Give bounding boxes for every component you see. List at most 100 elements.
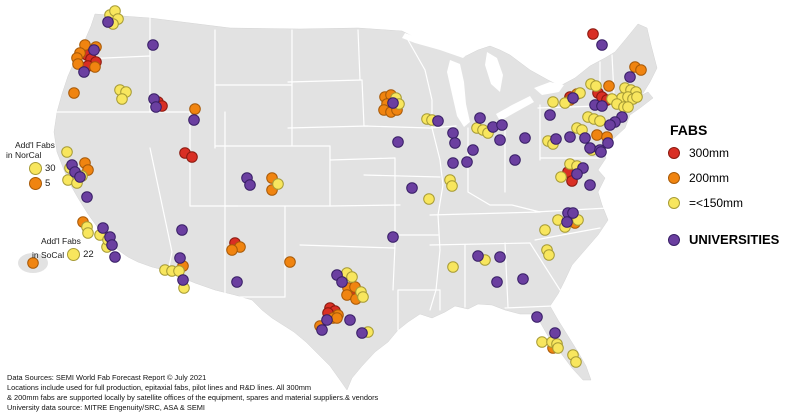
=<150mm fabs-map-dot [116,93,128,105]
universities-map-dot [509,154,521,166]
200mm fabs-map-dot [603,80,615,92]
socal-annotation-line2: in SoCal [32,249,65,260]
=<150mm fabs-map-dot [622,101,634,113]
universities-map-dot [549,327,561,339]
legend-item-150mm: =<150mm [668,196,779,210]
norcal-150mm-count-row: 30 [29,162,56,176]
universities-map-dot [579,132,591,144]
300mm-dot-icon [668,147,680,159]
great-lakes [402,33,564,127]
=<150mm fabs-map-dot [446,180,458,192]
universities-map-dot [231,276,243,288]
universities-map-dot [596,39,608,51]
norcal-annotation-line1: Add'l Fabs [15,140,55,150]
universities-map-dot [432,115,444,127]
=<150mm fabs-map-dot [357,291,369,303]
universities-map-dot [447,127,459,139]
=<150mm fabs-map-dot [594,115,606,127]
universities-map-dot [106,239,118,251]
norcal-150mm-circle-icon [29,162,42,176]
200mm fabs-map-dot [72,58,84,70]
200mm fabs-map-dot [331,312,343,324]
200mm fabs-map-dot [89,61,101,73]
=<150mm fabs-map-dot [346,271,358,283]
=<150mm fabs-map-dot [423,193,435,205]
caption-line: & 200mm fabs are supported locally by sa… [7,392,379,402]
=<150mm fabs-map-dot [552,342,564,354]
universities-map-dot [544,109,556,121]
=<150mm fabs-map-dot [82,227,94,239]
200mm fabs-map-dot [284,256,296,268]
caption-line: Locations include used for full producti… [7,382,312,392]
state-borders [54,15,615,331]
200mm-dot-icon [668,172,680,184]
university-dot-icon [668,233,680,246]
=<150mm fabs-map-dot [272,178,284,190]
300mm fabs-map-dot [587,28,599,40]
=<150mm fabs-map-dot [543,249,555,261]
source-caption: Data Sources: SEMI World Fab Forecast Re… [7,373,378,413]
universities-map-dot [316,324,328,336]
universities-map-dot [461,156,473,168]
universities-map-dot [88,44,100,56]
200mm fabs-map-dot [226,244,238,256]
us-outline [53,13,658,391]
=<150mm fabs-map-dot [536,336,548,348]
norcal-200mm-circle-icon [29,177,42,191]
universities-map-dot [550,133,562,145]
universities-map-dot [387,97,399,109]
universities-map-dot [596,100,608,112]
legend: FABS 300mm 200mm =<150mm UNIVERSITIES [668,122,779,258]
=<150mm fabs-map-dot [590,80,602,92]
=<150mm fabs-map-dot [61,146,73,158]
universities-map-dot [387,231,399,243]
universities-map-dot [109,251,121,263]
200mm fabs-map-dot [591,129,603,141]
universities-map-dot [595,146,607,158]
universities-map-dot [567,92,579,104]
universities-map-dot [102,16,114,28]
universities-map-dot [472,250,484,262]
universities-map-dot [602,137,614,149]
universities-map-dot [494,251,506,263]
universities-map-dot [336,276,348,288]
universities-map-dot [571,168,583,180]
legend-title: FABS [670,122,708,138]
300mm fabs-map-dot [186,151,198,163]
universities-map-dot [584,179,596,191]
universities-map-dot [356,327,368,339]
universities-map-dot [624,71,636,83]
=<150mm fabs-map-dot [547,96,559,108]
universities-map-dot [447,157,459,169]
universities-map-dot [81,191,93,203]
norcal-200mm-count: 5 [45,177,51,189]
universities-map-dot [496,119,508,131]
universities-map-dot [517,273,529,285]
legend-item-universities: UNIVERSITIES [668,232,779,247]
universities-map-dot [392,136,404,148]
legend-item-200mm: 200mm [668,171,779,185]
universities-map-dot [584,142,596,154]
200mm fabs-map-dot [68,87,80,99]
200mm fabs-map-dot [635,64,647,76]
universities-map-dot [474,112,486,124]
universities-map-dot [244,179,256,191]
universities-map-dot [494,134,506,146]
universities-map-dot [78,66,90,78]
socal-annotation: Add'l Fabs in SoCal 22 [32,236,94,262]
150mm-dot-icon [668,197,680,209]
legend-item-300mm: 300mm [668,146,779,160]
map-dots-layer [27,5,647,368]
norcal-annotation-line2: in NorCal [6,150,42,161]
universities-map-dot [188,114,200,126]
=<150mm fabs-map-dot [539,224,551,236]
universities-map-dot [531,311,543,323]
=<150mm fabs-map-dot [631,91,643,103]
universities-map-dot [467,144,479,156]
universities-map-dot [177,274,189,286]
legend-item-label: UNIVERSITIES [689,232,780,247]
socal-annotation-line1: Add'l Fabs [41,236,81,246]
norcal-200mm-count-row: 5 [29,177,56,191]
